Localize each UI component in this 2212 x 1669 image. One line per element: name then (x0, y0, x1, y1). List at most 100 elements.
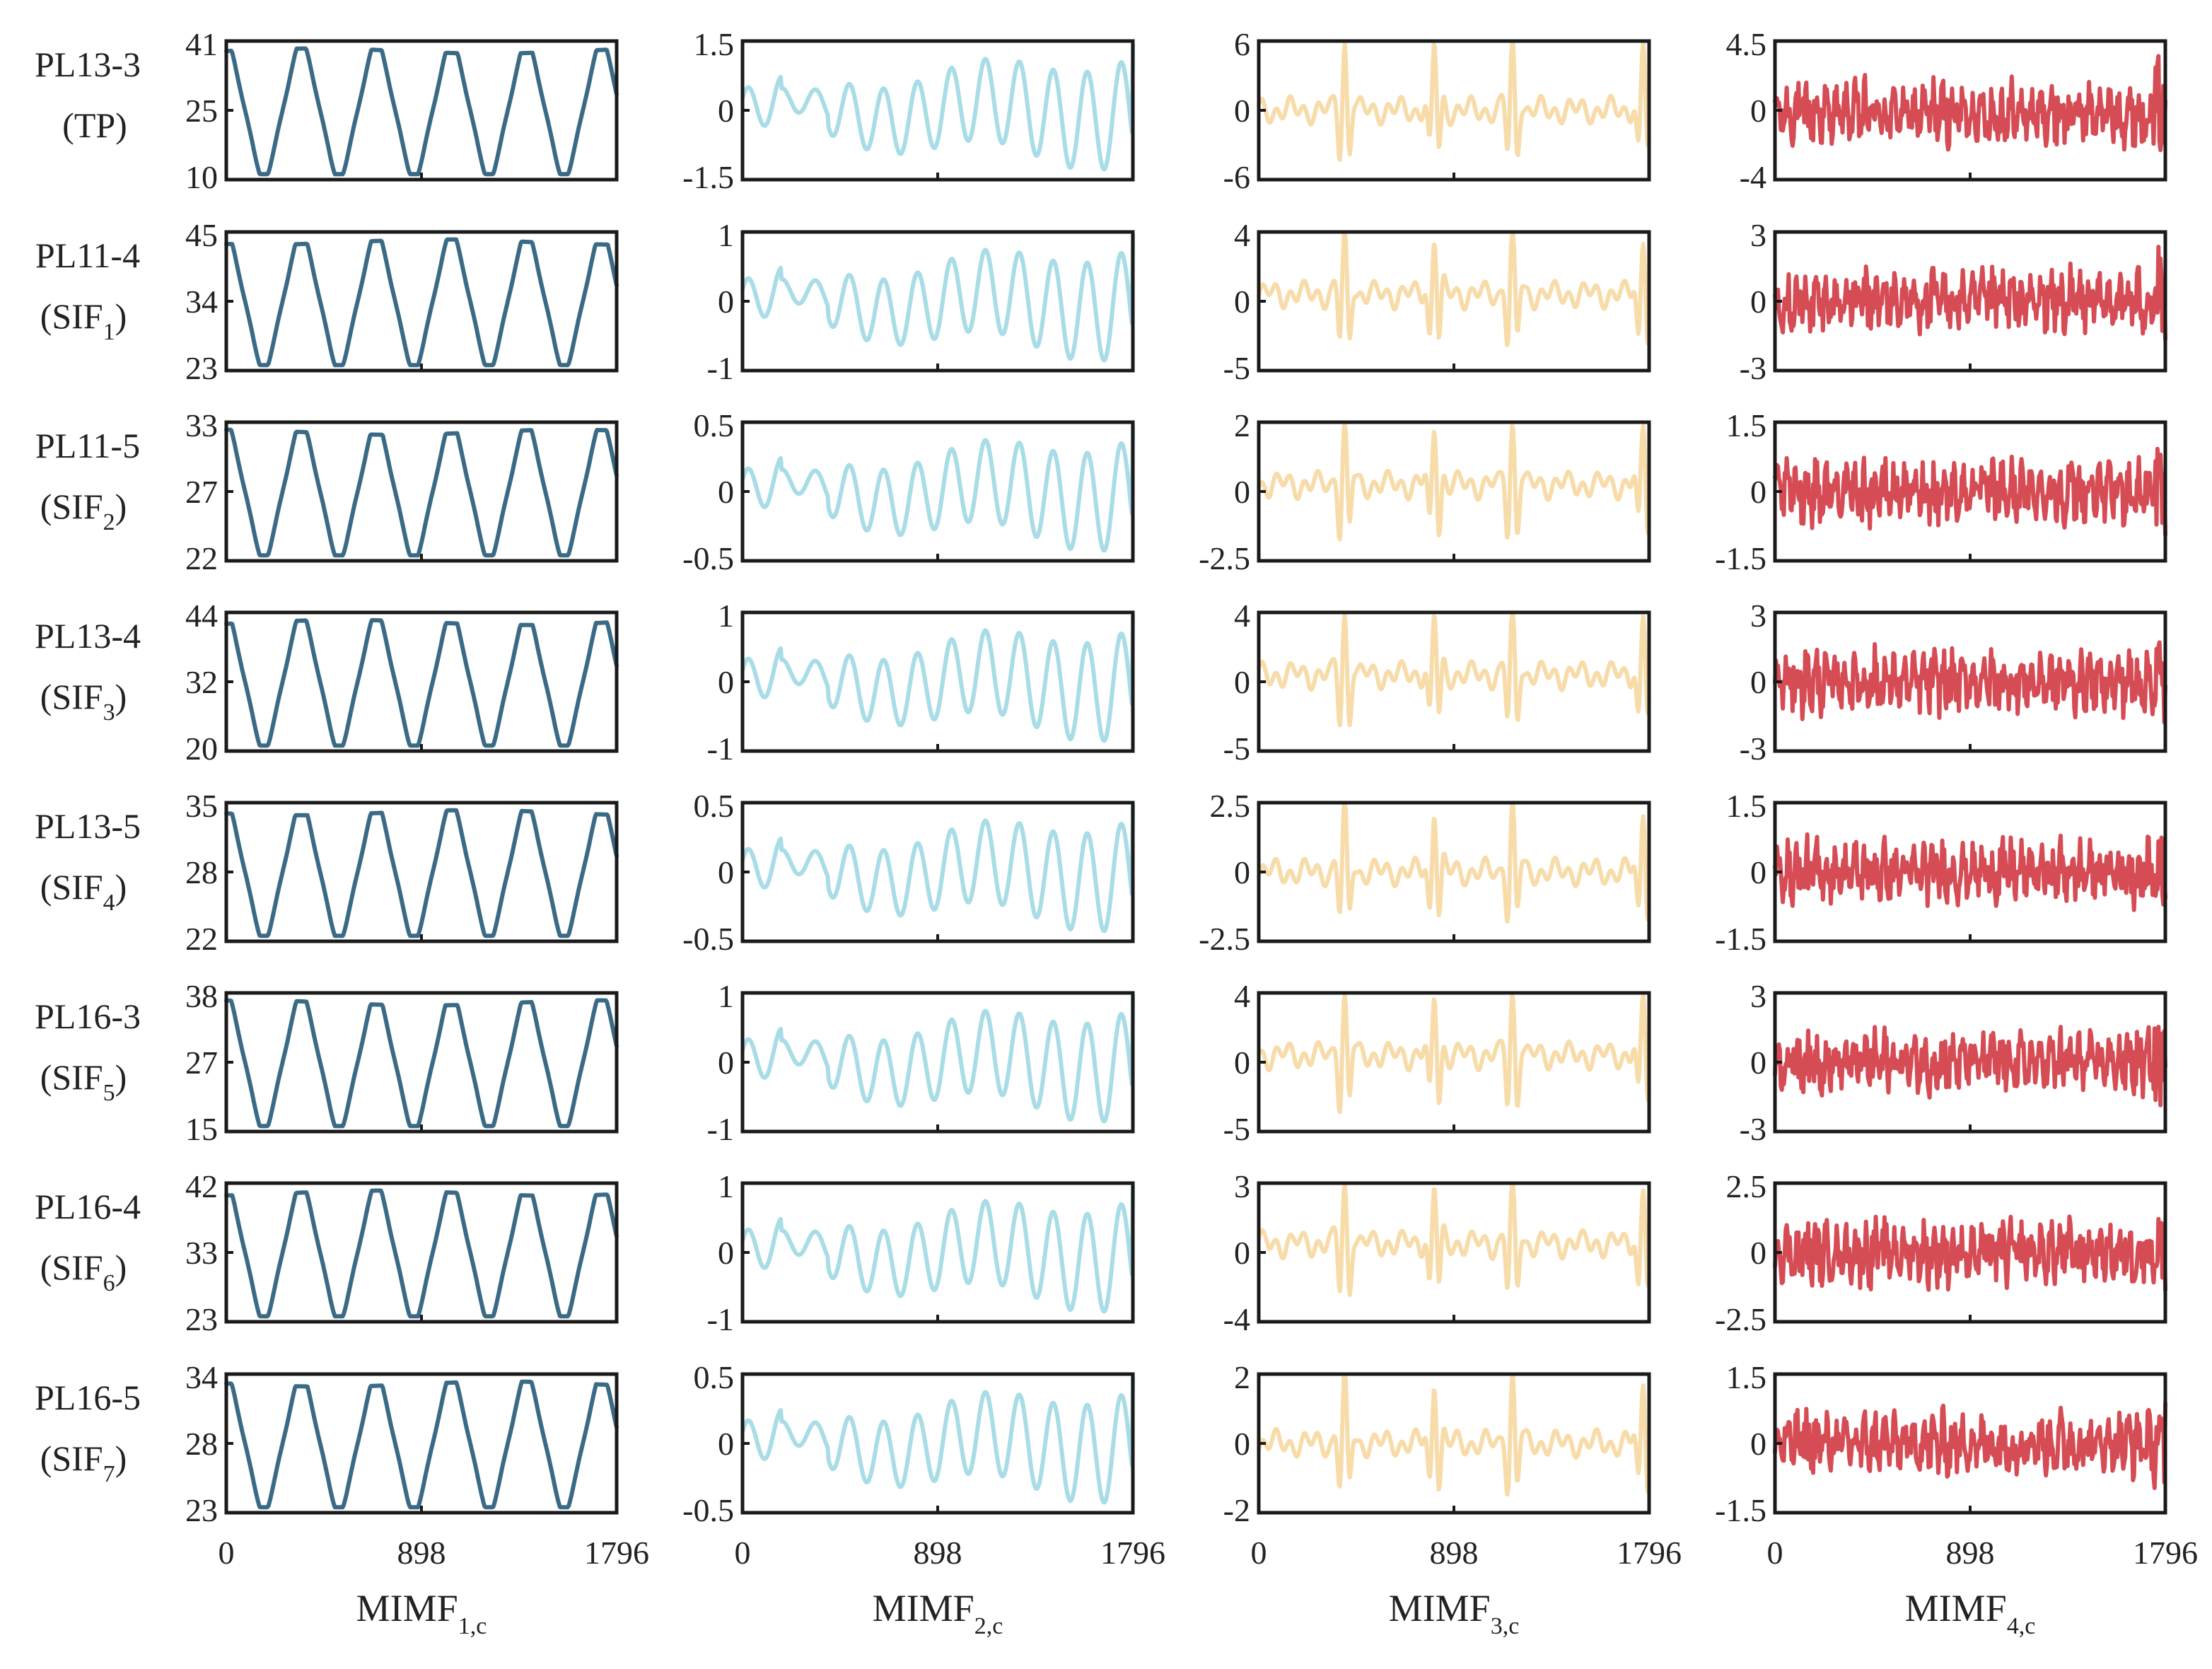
y-tick-label: 0 (718, 854, 734, 890)
x-tick-label: 1796 (2133, 1535, 2198, 1571)
series-line-4-4 (1773, 640, 2167, 725)
y-tick-label: 1 (718, 598, 734, 634)
y-tick-label: -1 (707, 731, 734, 767)
y-tick-label: 23 (185, 1492, 218, 1528)
y-tick-label: -0.5 (682, 540, 734, 576)
row-label-name: PL16-3 (35, 996, 141, 1036)
series-line-2-4 (1773, 245, 2167, 342)
series-line-2-3 (1257, 232, 1651, 347)
series-line-8-2 (740, 1375, 1135, 1505)
y-tick-label: 0 (1750, 1045, 1766, 1081)
y-tick-label: 0 (718, 1235, 734, 1271)
y-tick-label: 0 (718, 93, 734, 129)
series-line-8-1 (224, 1379, 619, 1510)
y-tick-label: -1.5 (1715, 540, 1766, 576)
y-tick-label: -2.5 (1199, 540, 1250, 576)
y-tick-label: 35 (185, 788, 218, 824)
series-line-5-1 (224, 808, 619, 938)
y-tick-label: -5 (1223, 350, 1250, 386)
y-tick-label: -4 (1223, 1301, 1250, 1337)
row-label-tag: (SIF2) (40, 487, 127, 535)
y-tick-label: 44 (185, 598, 218, 634)
y-tick-label: 3 (1750, 978, 1766, 1014)
y-tick-label: -6 (1223, 159, 1250, 195)
series-line-7-4 (1773, 1214, 2167, 1293)
y-tick-label: 28 (185, 1426, 218, 1462)
series-line-2-2 (740, 233, 1135, 363)
y-tick-label: 38 (185, 978, 218, 1014)
y-tick-label: 34 (185, 284, 218, 320)
y-tick-label: 0 (1234, 1235, 1250, 1271)
y-tick-label: -2.5 (1199, 921, 1250, 957)
series-line-5-2 (740, 803, 1135, 934)
y-tick-label: 3 (1750, 598, 1766, 634)
y-tick-label: -2 (1223, 1492, 1250, 1528)
y-tick-label: 0 (718, 474, 734, 510)
y-tick-label: -1 (707, 350, 734, 386)
y-tick-label: 0 (718, 664, 734, 700)
series-line-4-2 (740, 613, 1135, 743)
y-tick-label: 1.5 (1726, 1359, 1767, 1395)
row-label-name: PL13-4 (35, 616, 141, 656)
y-tick-label: -1.5 (1715, 1492, 1766, 1528)
series-line-5-3 (1257, 803, 1651, 924)
y-tick-label: 32 (185, 664, 218, 700)
y-tick-label: -5 (1223, 1111, 1250, 1147)
y-tick-label: 3 (1750, 217, 1766, 253)
row-label-name: PL13-5 (35, 806, 141, 846)
y-tick-label: 0 (1750, 664, 1766, 700)
y-tick-label: 15 (185, 1111, 218, 1147)
x-tick-label: 0 (1767, 1535, 1783, 1571)
series-line-3-4 (1773, 446, 2167, 537)
y-tick-label: 1.5 (1726, 788, 1767, 824)
y-tick-label: 22 (185, 921, 218, 957)
y-tick-label: 1 (718, 217, 734, 253)
row-label-tag: (SIF3) (40, 677, 127, 726)
y-tick-label: -3 (1740, 350, 1766, 386)
y-tick-label: 41 (185, 26, 218, 62)
y-tick-label: 0 (1750, 93, 1766, 129)
y-tick-label: 0 (1234, 1045, 1250, 1081)
x-tick-label: 0 (219, 1535, 235, 1571)
x-tick-label: 1796 (584, 1535, 649, 1571)
y-tick-label: 27 (185, 474, 218, 510)
y-tick-label: 0 (1234, 93, 1250, 129)
y-tick-label: 0 (1750, 1426, 1766, 1462)
row-label-name: PL13-3 (35, 45, 141, 84)
y-tick-label: 0 (718, 1426, 734, 1462)
y-tick-label: 0 (1234, 854, 1250, 890)
x-axis-label-4: MIMF4,c (1905, 1587, 2036, 1639)
y-tick-label: 0 (1750, 854, 1766, 890)
y-tick-label: 1 (718, 978, 734, 1014)
y-tick-label: 4 (1234, 217, 1250, 253)
series-line-1-4 (1773, 54, 2167, 153)
x-tick-label: 1796 (1100, 1535, 1165, 1571)
y-tick-label: 0 (718, 284, 734, 320)
y-tick-label: 27 (185, 1045, 218, 1081)
y-tick-label: 2 (1234, 407, 1250, 443)
series-line-6-2 (740, 994, 1135, 1124)
y-tick-label: 0 (1750, 474, 1766, 510)
y-tick-label: -1.5 (1715, 921, 1766, 957)
y-tick-label: 23 (185, 1301, 218, 1337)
y-tick-label: 0 (1234, 664, 1250, 700)
x-tick-label: 1796 (1617, 1535, 1682, 1571)
row-label-tag: (SIF4) (40, 867, 127, 916)
y-tick-label: 0 (1750, 284, 1766, 320)
x-axis-label-3: MIMF3,c (1389, 1587, 1520, 1639)
y-tick-label: -2.5 (1715, 1301, 1766, 1337)
y-tick-label: 2 (1234, 1359, 1250, 1395)
y-tick-label: 0 (1234, 474, 1250, 510)
y-tick-label: 0 (1234, 1426, 1250, 1462)
y-tick-label: 0.5 (694, 407, 735, 443)
y-tick-label: -3 (1740, 1111, 1766, 1147)
x-tick-label: 898 (914, 1535, 962, 1571)
y-tick-label: -1 (707, 1111, 734, 1147)
series-line-4-1 (224, 617, 619, 748)
series-line-3-2 (740, 423, 1135, 553)
x-tick-label: 0 (1251, 1535, 1267, 1571)
y-tick-label: 2.5 (1726, 1168, 1767, 1204)
y-tick-label: 34 (185, 1359, 218, 1395)
y-tick-label: -4 (1740, 159, 1766, 195)
